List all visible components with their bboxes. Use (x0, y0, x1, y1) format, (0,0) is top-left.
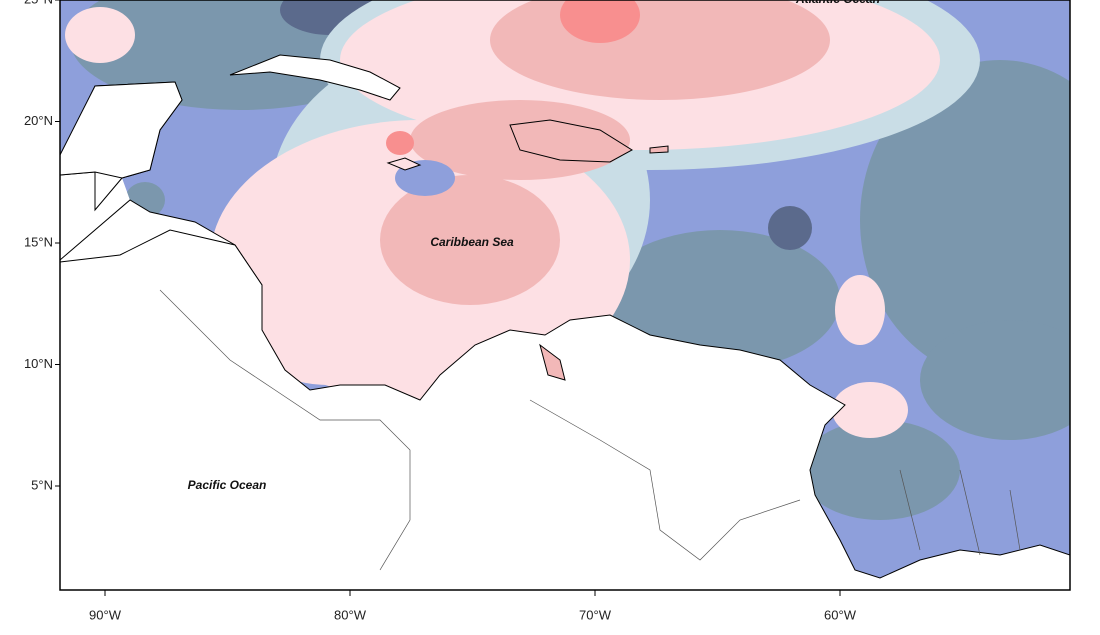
lat-tick-label: 15°N (24, 234, 53, 249)
map-frame (59, 0, 1071, 591)
lat-tick-label: 10°N (24, 356, 53, 371)
lat-tick-label: 5°N (31, 477, 53, 492)
ocean-label: Caribbean Sea (430, 235, 514, 249)
lon-tick-label: 80°W (334, 607, 367, 622)
lon-tick-label: 60°W (824, 607, 857, 622)
borders (159, 289, 1021, 571)
lon-tick-label: 70°W (579, 607, 612, 622)
land (60, 54, 1070, 590)
ocean-label: Atlantic Ocean (795, 0, 880, 6)
lat-tick-label: 20°N (24, 113, 53, 128)
ocean-label: Pacific Ocean (188, 478, 267, 492)
lon-tick-label: 90°W (89, 607, 122, 622)
lat-tick-label: 25°N (24, 0, 53, 6)
